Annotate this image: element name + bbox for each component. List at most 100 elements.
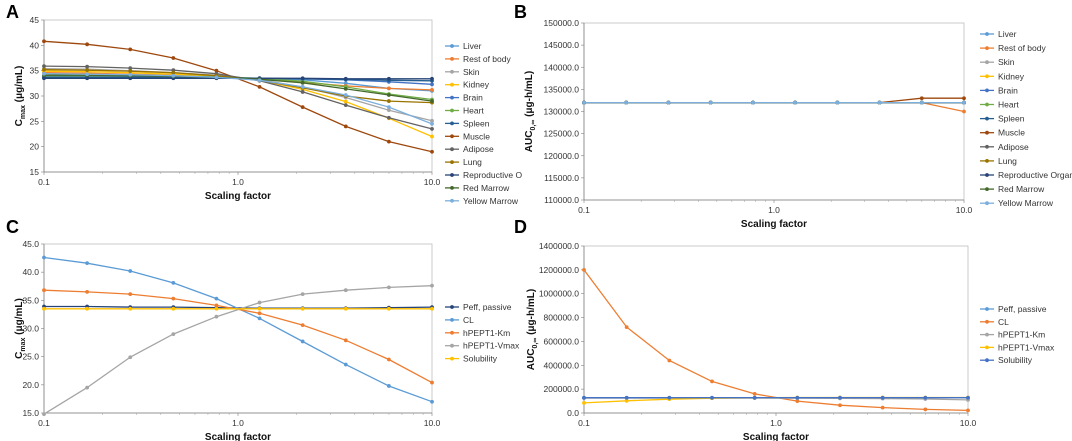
y-tick-label: 800000.0 (544, 313, 580, 323)
legend-swatch-marker (985, 173, 989, 177)
legend-label: Heart (998, 100, 1019, 110)
data-point (624, 398, 629, 403)
x-tick-label: 1.0 (770, 418, 782, 428)
plot-frame (583, 245, 969, 414)
x-tick-label: 1.0 (232, 177, 244, 187)
legend-swatch-marker (450, 173, 454, 177)
data-point (386, 105, 391, 110)
data-point (257, 316, 262, 321)
legend-label: Skin (998, 57, 1015, 67)
y-tick-label: 200000.0 (544, 384, 580, 394)
series-line (584, 97, 964, 104)
legend-label: Adipose (463, 144, 494, 154)
y-tick-label: 1200000.0 (539, 265, 579, 275)
data-point (128, 292, 133, 297)
legend-swatch-marker (985, 345, 989, 350)
data-point (582, 395, 586, 400)
x-axis-title: Scaling factor (205, 191, 271, 202)
data-point (42, 67, 46, 72)
legend-entry: Muscle (980, 128, 1025, 138)
y-tick-label: 25 (30, 116, 40, 126)
legend-label: Peff, passive (998, 304, 1047, 314)
data-point (582, 267, 586, 272)
data-point (214, 306, 219, 311)
legend-swatch-marker (450, 95, 454, 100)
legend-swatch-marker (985, 307, 989, 311)
panel-a: A 15 20 25 30 35 40 45 0.1 1.0 10.0 Scaling factor C… (6, 2, 522, 206)
legend-swatch-marker (450, 44, 454, 48)
data-point (171, 306, 176, 311)
legend-entry: Adipose (980, 142, 1029, 152)
data-point (750, 100, 755, 105)
data-point (923, 407, 928, 412)
legend-label: Muscle (463, 131, 490, 141)
legend-entry: Kidney (980, 71, 1025, 81)
data-point (430, 76, 434, 81)
legend-entry: Solubility (445, 354, 498, 364)
data-point (430, 306, 434, 311)
data-point (85, 385, 90, 390)
legend-swatch-marker (450, 343, 454, 348)
legend-swatch-marker (985, 60, 989, 65)
data-point (386, 115, 391, 120)
data-point (582, 100, 586, 105)
y-tick-label: 35 (30, 66, 40, 76)
series-solubility (582, 395, 970, 400)
data-point (214, 303, 219, 308)
series-muscle (582, 96, 966, 105)
y-axis-title: Cmax (μg/mL) (14, 66, 27, 127)
series-line (43, 289, 433, 384)
x-tick-label: 10.0 (424, 177, 441, 187)
data-point (85, 289, 90, 294)
data-point (42, 306, 46, 311)
legend-label: Peff, passive (463, 302, 512, 312)
data-point (85, 76, 90, 81)
legend-label: Solubility (998, 355, 1033, 365)
data-point (85, 306, 90, 311)
data-point (582, 400, 586, 405)
data-point (430, 82, 434, 87)
legend-swatch-marker (985, 102, 989, 107)
legend-swatch-marker (985, 358, 989, 363)
panel-label: B (514, 2, 527, 22)
data-point (793, 100, 798, 105)
legend-swatch-marker (450, 356, 454, 361)
y-tick-label: 115000.0 (544, 173, 579, 183)
legend-swatch-marker (450, 147, 454, 152)
data-point (667, 358, 672, 363)
legend-label: Heart (463, 106, 484, 116)
legend-label: CL (463, 315, 474, 325)
series-cl (42, 255, 434, 404)
x-axis-title: Scaling factor (743, 432, 809, 441)
y-tick-label: 0.0 (567, 408, 579, 418)
data-point (300, 292, 305, 297)
legend-swatch-marker (450, 330, 454, 335)
legend-label: Brain (998, 85, 1018, 95)
legend-entry: Heart (445, 106, 484, 116)
data-point (257, 84, 262, 89)
legend-entry: hPEPT1-Vmax (445, 341, 520, 351)
data-point (128, 69, 133, 74)
x-axis-title: Scaling factor (205, 432, 271, 441)
legend-swatch-marker (985, 201, 989, 206)
y-tick-label: 135000.0 (544, 84, 580, 94)
data-point (880, 405, 885, 410)
data-point (430, 399, 434, 404)
data-point (386, 306, 391, 311)
data-point (430, 149, 434, 154)
data-point (430, 88, 434, 92)
y-axis-title: AUC0,∞ (μg-h/mL) (524, 71, 537, 152)
y-tick-label: 30.0 (22, 324, 39, 334)
data-point (343, 362, 348, 367)
data-point (171, 56, 176, 60)
x-tick-label: 0.1 (38, 177, 50, 187)
data-point (880, 395, 885, 400)
legend-label: hPEPT1-Vmax (998, 342, 1055, 352)
legend-entry: Spleen (445, 118, 490, 128)
y-tick-label: 45.0 (22, 239, 39, 249)
legend-label: Spleen (998, 114, 1025, 124)
data-point (386, 108, 391, 113)
legend-entry: Skin (445, 67, 480, 77)
legend-swatch-marker (985, 187, 989, 192)
data-point (214, 75, 219, 80)
